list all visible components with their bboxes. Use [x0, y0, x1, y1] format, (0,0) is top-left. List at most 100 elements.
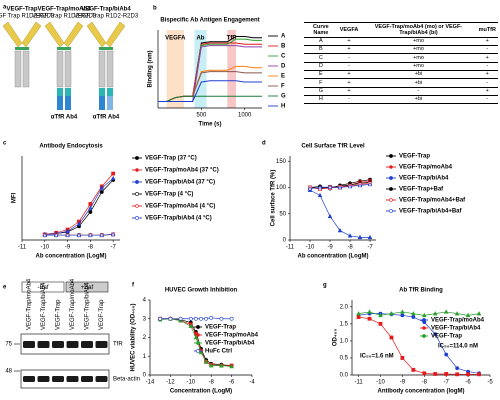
marker — [99, 232, 105, 237]
region — [194, 30, 207, 108]
marker — [356, 315, 361, 319]
series-line — [158, 80, 262, 102]
marker — [443, 309, 449, 314]
table-row: D - +mo - — [304, 62, 498, 71]
x-tick-label: 500 — [196, 113, 207, 119]
marker — [367, 316, 372, 321]
x-tick-label: -10 — [306, 245, 315, 251]
hinge — [57, 47, 71, 50]
panel-letter: d — [262, 141, 266, 147]
tfr-fab — [107, 96, 113, 110]
table-header: Curve Name VEGFA VEGF-Trap/moAb4 (mo) or V… — [304, 22, 498, 38]
x-axis-label: Ab concentration (LogM) — [36, 254, 107, 260]
blot-frame — [20, 333, 110, 355]
legend-label: VEGF-Trap — [431, 334, 462, 340]
x-axis-label: Antibody concentration (logM) — [378, 389, 465, 395]
legend-label: VEGF-Trap/biAb4 — [431, 326, 481, 332]
marker — [378, 321, 383, 326]
tfr-label: αTfR Ab4 — [93, 115, 120, 121]
x-axis-label: Ab concentration (LogM) — [298, 254, 369, 260]
tfr-band — [37, 341, 50, 348]
marker — [411, 311, 416, 316]
y-tick-label: 150 — [276, 159, 287, 165]
marker — [476, 311, 482, 316]
table-row: B + +mo - — [304, 45, 498, 55]
series-line — [160, 317, 232, 320]
y-axis-label: Binding (nm) — [148, 51, 154, 88]
marker — [307, 185, 313, 191]
y-tick-label: 0 — [283, 238, 287, 244]
y-axis-label: MFI — [12, 193, 18, 204]
marker — [188, 323, 194, 328]
marker — [466, 372, 470, 377]
marker — [327, 184, 333, 189]
table-cell: + — [476, 37, 498, 46]
marker — [209, 315, 214, 320]
y-tick-label: 2 — [143, 335, 147, 341]
marker — [110, 231, 116, 237]
legend-label: VEGF-Trap (37 °C) — [145, 156, 197, 162]
marker — [357, 182, 363, 188]
table-cell: E — [304, 70, 338, 80]
table-row: G + - + — [304, 87, 498, 96]
annotation: IC₅₀=114.0 nM — [438, 344, 478, 350]
marker — [389, 335, 394, 340]
band-label: Beta-actin — [113, 377, 140, 383]
y-tick-label: 1.5 — [340, 321, 349, 327]
table-header-cell: VEGF-Trap/moAb4 (mo) or VEGF-Trap/biAb4 … — [360, 22, 477, 38]
marker — [444, 352, 449, 357]
legend-label: H — [281, 104, 285, 110]
marker — [400, 356, 405, 360]
legend-label: VEGF-Trap (4 °C) — [145, 192, 193, 198]
construct-detail: VEGF Trap R1D2-R2D3 — [74, 14, 139, 20]
y-tick-label: 4 — [143, 298, 147, 304]
chart-title: Ab TfR Binding — [399, 288, 443, 294]
legend-label: HuFc Ctrl — [205, 349, 232, 355]
legend-label: VEGF-Trap/biAb4 (37 °C) — [145, 180, 215, 186]
actin-band — [37, 376, 50, 382]
series-line — [158, 95, 262, 102]
table-cell: +mo — [360, 62, 477, 71]
marker — [219, 316, 224, 321]
tfr-fab — [99, 96, 105, 110]
x-tick-label: -4 — [249, 380, 255, 386]
marker — [347, 233, 353, 238]
table-cell: - — [476, 62, 498, 71]
marker — [111, 171, 116, 176]
marker — [193, 334, 199, 340]
fc-domain — [14, 50, 22, 88]
marker — [455, 366, 460, 371]
x-tick-label: -10 — [186, 380, 195, 386]
legend-marker — [389, 154, 393, 158]
marker — [99, 185, 105, 190]
marker — [203, 359, 209, 364]
marker — [76, 232, 82, 237]
marker — [422, 371, 427, 376]
actin-band — [52, 376, 64, 382]
y-tick-label: 0 — [143, 373, 147, 379]
table-row: C - +mo + — [304, 53, 498, 63]
legend-marker — [135, 216, 139, 220]
chart-title: Bispecific Ab Antigen Engagement — [160, 18, 259, 24]
x-tick-label: -11 — [286, 245, 295, 251]
marker — [432, 311, 438, 316]
lane-label: VEGF-Trap/biAb4 — [41, 282, 47, 330]
marker — [88, 205, 93, 210]
legend-marker — [135, 180, 139, 184]
marker — [454, 311, 460, 316]
marker — [110, 175, 116, 181]
group-label: +Baf — [81, 285, 94, 291]
marker — [327, 213, 333, 219]
marker — [199, 316, 203, 321]
marker — [477, 372, 481, 377]
marker — [198, 349, 204, 355]
marker — [229, 363, 234, 369]
legend-label: VEGF-Trap+Baf — [399, 187, 444, 193]
table-cell: - — [337, 95, 361, 105]
table-row: F + +bi - — [304, 78, 498, 88]
legend-marker — [389, 209, 393, 213]
marker — [455, 372, 460, 377]
region-label: Ab — [196, 36, 204, 42]
x-tick-label: -5 — [487, 380, 493, 386]
